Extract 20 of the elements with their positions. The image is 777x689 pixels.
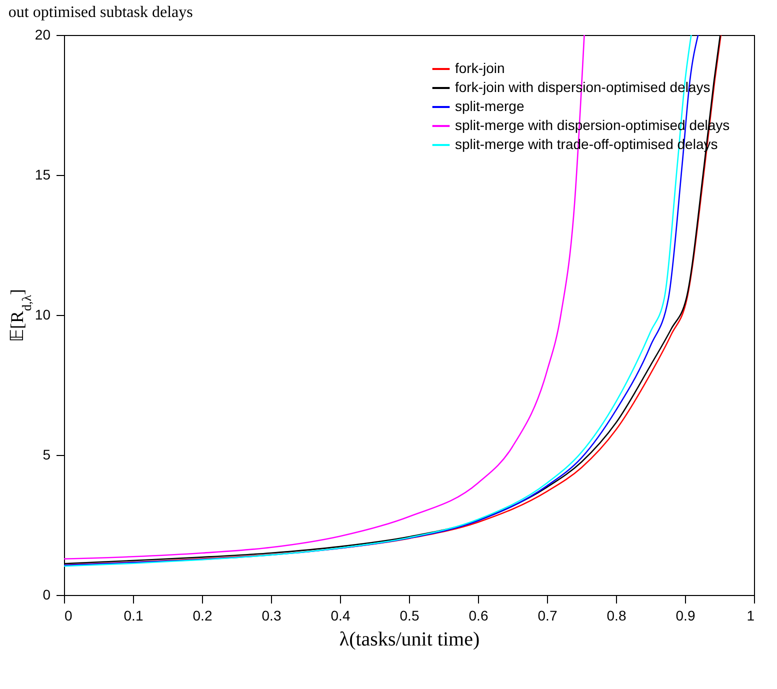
chart-title: out optimised subtask delays xyxy=(8,4,193,21)
x-tick-label: 0.5 xyxy=(400,608,420,624)
x-tick-label: 0.9 xyxy=(676,608,696,624)
x-tick-label: 1 xyxy=(746,608,755,624)
x-tick-label: 0.6 xyxy=(468,608,488,624)
x-tick-label: 0.4 xyxy=(330,608,350,624)
legend-label: split-merge xyxy=(455,98,524,114)
x-tick-label: 0.3 xyxy=(262,608,282,624)
x-tick-label: 0.2 xyxy=(192,608,212,624)
legend-label: fork-join xyxy=(455,60,505,76)
x-tick-label: 0.8 xyxy=(606,608,626,624)
y-tick-label: 5 xyxy=(42,446,51,462)
x-tick-label: 0 xyxy=(64,608,72,624)
y-tick-label: 20 xyxy=(34,26,51,42)
y-tick-label: 10 xyxy=(34,306,51,322)
x-tick-label: 0.1 xyxy=(124,608,144,624)
x-tick-label: 0.7 xyxy=(538,608,558,624)
y-tick-label: 0 xyxy=(42,586,51,602)
y-tick-label: 15 xyxy=(34,166,51,182)
x-axis-title: λ(tasks/unit time) xyxy=(339,628,480,650)
